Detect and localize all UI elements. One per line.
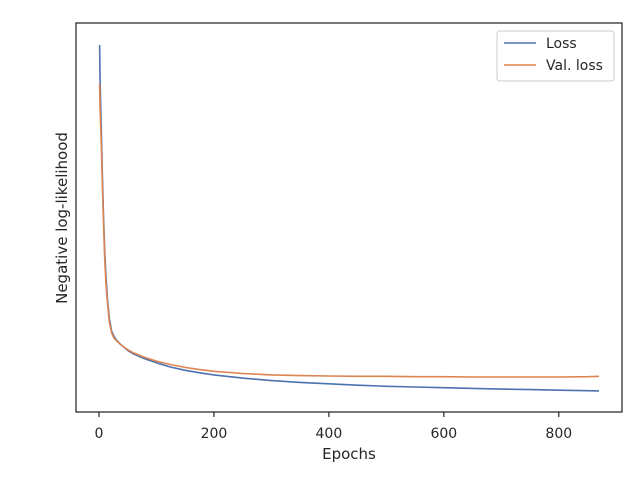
x-tick-label: 400 xyxy=(316,426,343,442)
legend: Loss Val. loss xyxy=(496,30,615,82)
series-layer xyxy=(98,45,600,392)
plot-area xyxy=(76,23,622,412)
series-line-val-loss xyxy=(98,84,600,378)
x-axis-ticks: 0 200 400 600 800 xyxy=(95,412,572,442)
y-axis-label: Negative log-likelihood xyxy=(53,132,71,304)
x-tick-label: 0 xyxy=(95,426,104,442)
legend-label-loss: Loss xyxy=(546,36,577,52)
x-tick-label: 800 xyxy=(545,426,572,442)
x-tick-label: 200 xyxy=(201,426,228,442)
x-tick-label: 600 xyxy=(430,426,457,442)
legend-label-val-loss: Val. loss xyxy=(546,58,603,74)
plot-frame xyxy=(75,22,623,413)
x-axis-label: Epochs xyxy=(322,445,376,463)
